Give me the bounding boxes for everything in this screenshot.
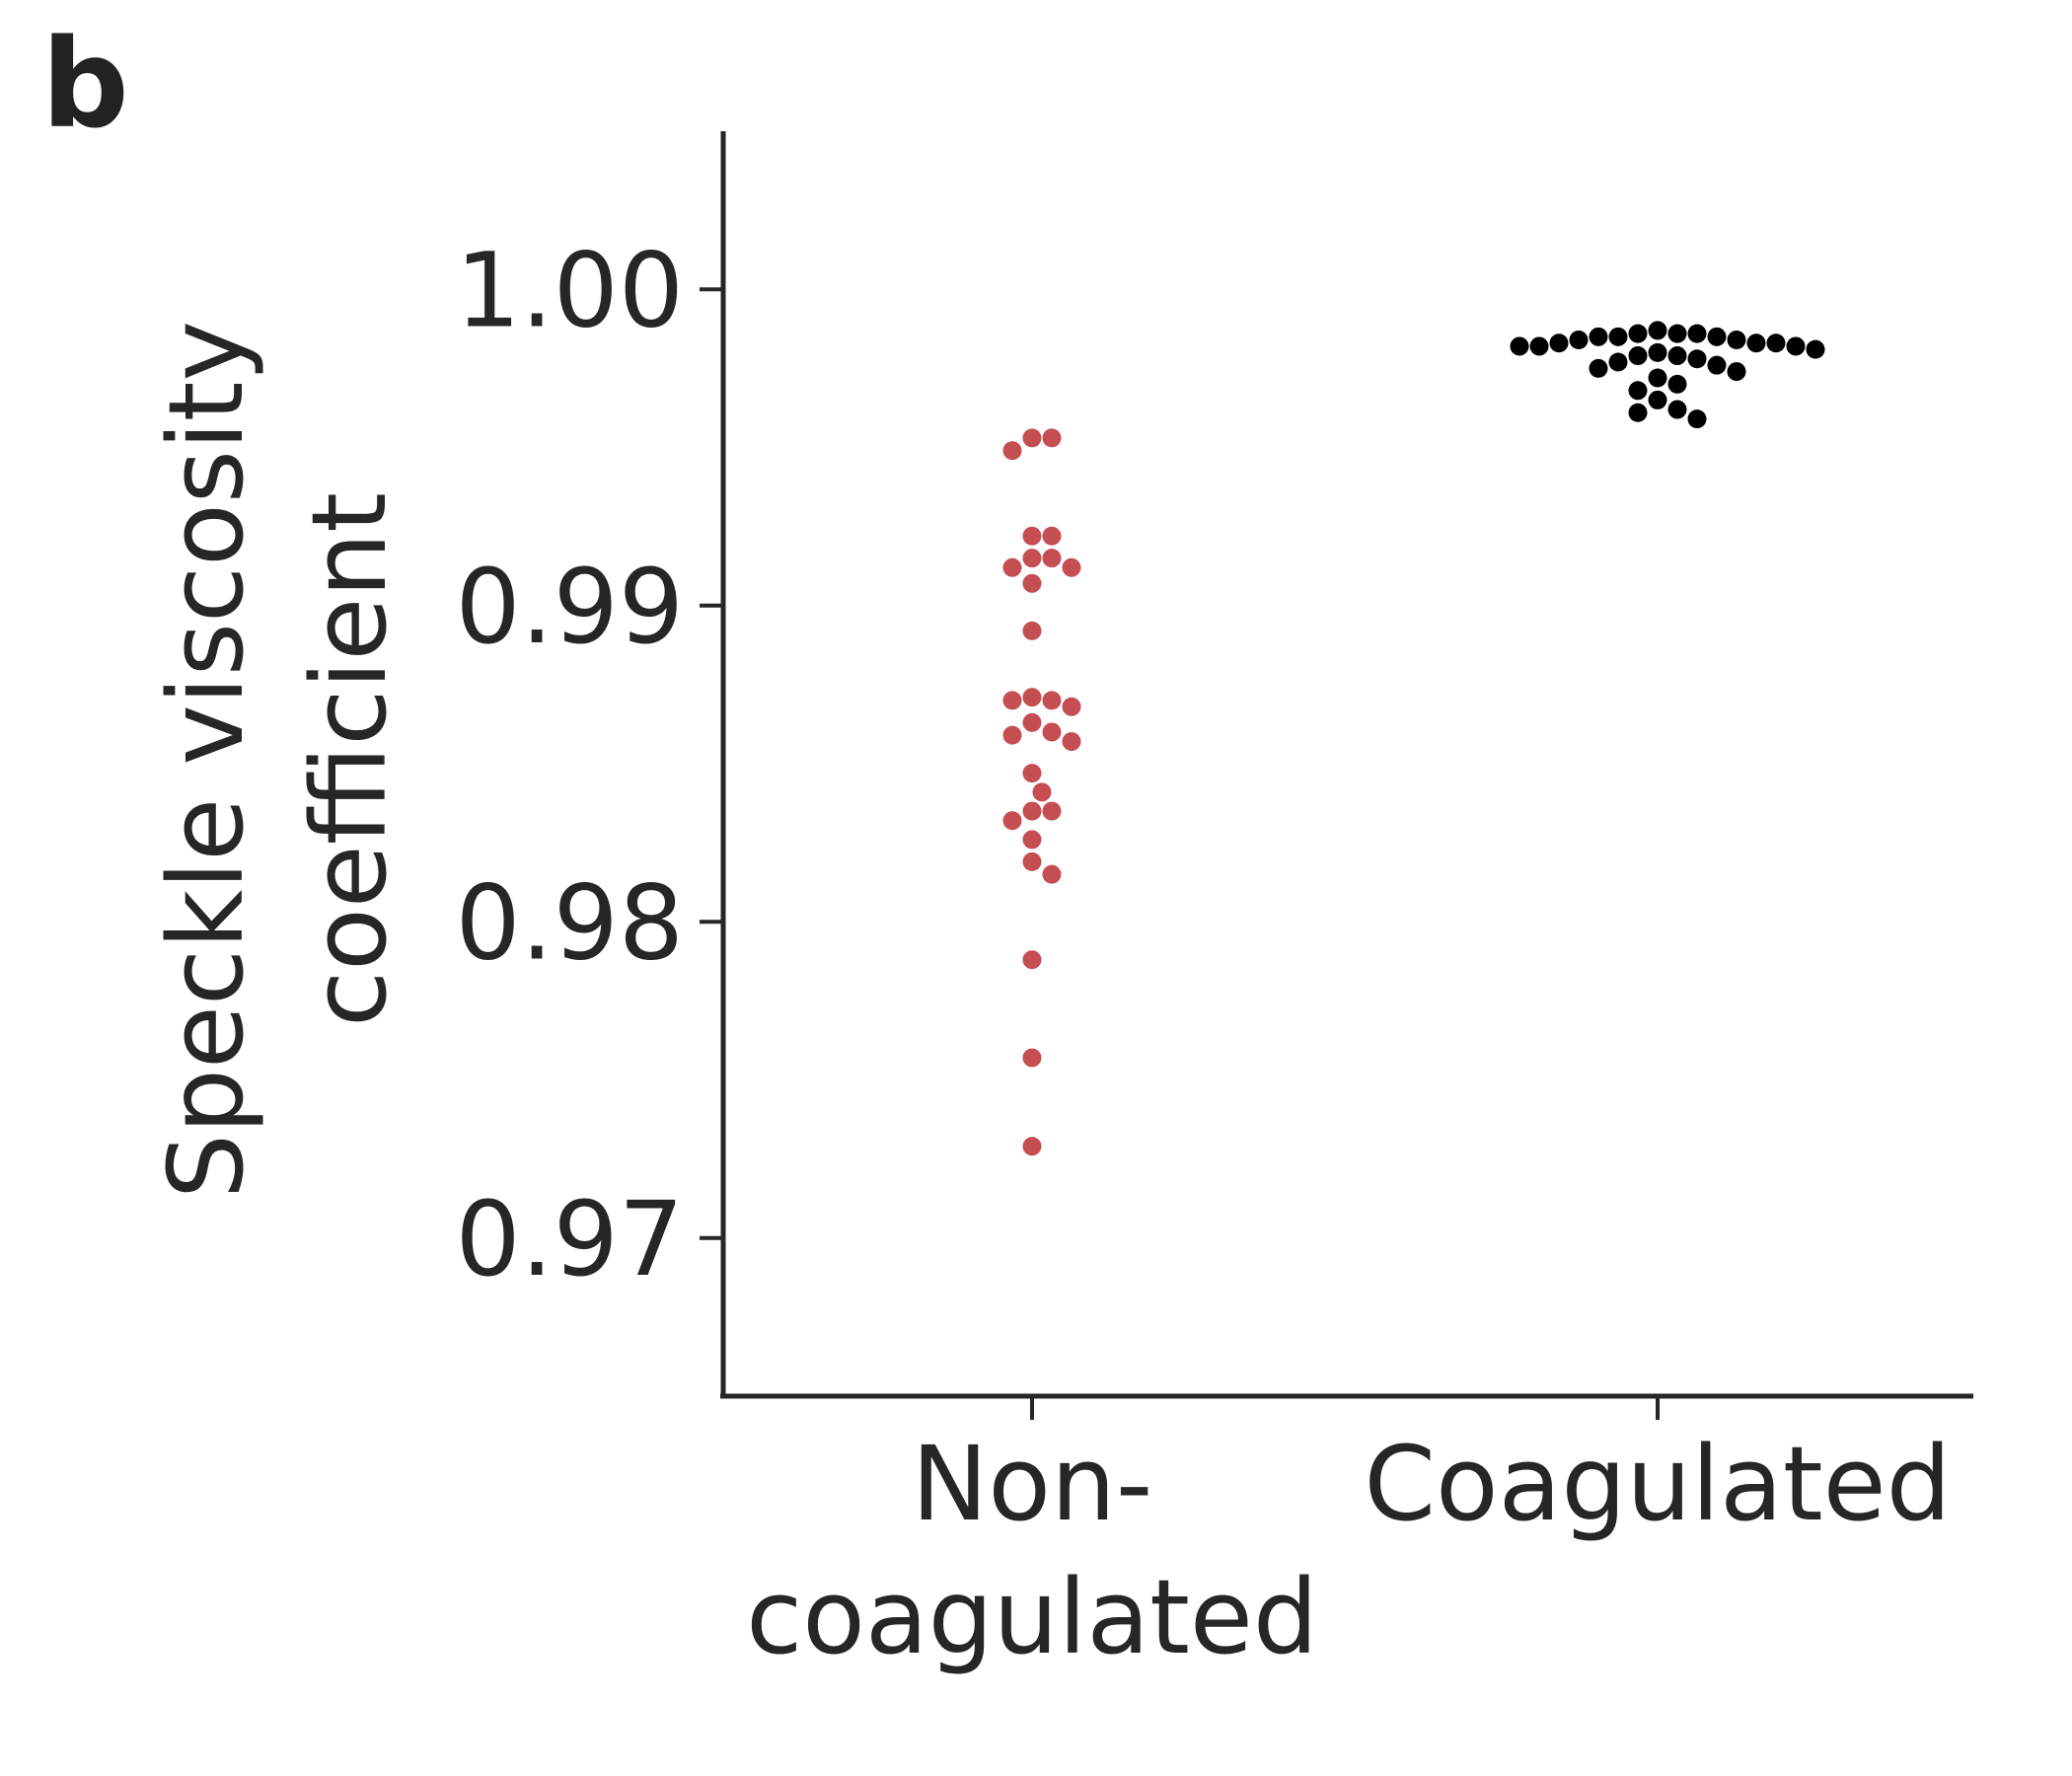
data-point-coagulated (1786, 336, 1806, 356)
data-point-non-coagulated (1022, 851, 1042, 871)
data-point-non-coagulated (1032, 782, 1052, 802)
data-point-coagulated (1628, 324, 1648, 343)
y-tick-label: 0.97 (455, 1179, 684, 1299)
data-point-coagulated (1667, 346, 1687, 366)
y-tick-label: 1.00 (455, 230, 684, 350)
data-points (1002, 321, 1825, 1156)
data-point-coagulated (1529, 336, 1549, 356)
data-point-coagulated (1608, 352, 1628, 372)
data-point-coagulated (1727, 331, 1746, 350)
data-point-coagulated (1648, 342, 1667, 362)
data-point-non-coagulated (1062, 732, 1081, 752)
data-point-coagulated (1727, 362, 1746, 382)
data-point-non-coagulated (1022, 428, 1042, 448)
x-tick-label: coagulated (746, 1557, 1318, 1677)
y-ticks: 0.97 0.98 0.99 1.00 (455, 230, 723, 1299)
data-point-non-coagulated (1002, 811, 1022, 831)
data-point-coagulated (1628, 403, 1648, 422)
data-point-non-coagulated (1022, 1137, 1042, 1156)
data-point-non-coagulated (1022, 549, 1042, 568)
data-point-non-coagulated (1002, 441, 1022, 461)
data-point-coagulated (1589, 358, 1608, 378)
data-point-coagulated (1707, 327, 1727, 346)
data-point-non-coagulated (1042, 691, 1062, 710)
data-point-non-coagulated (1022, 526, 1042, 546)
data-point-non-coagulated (1002, 691, 1022, 710)
data-point-coagulated (1687, 324, 1707, 343)
data-point-non-coagulated (1022, 830, 1042, 850)
data-point-non-coagulated (1022, 621, 1042, 640)
data-point-non-coagulated (1002, 725, 1022, 745)
data-point-non-coagulated (1022, 950, 1042, 970)
data-point-coagulated (1667, 400, 1687, 419)
data-point-coagulated (1667, 324, 1687, 343)
x-tick-label: Non- (912, 1424, 1153, 1544)
y-tick-label: 0.99 (455, 547, 684, 667)
data-point-coagulated (1667, 374, 1687, 394)
data-point-non-coagulated (1022, 1048, 1042, 1068)
data-point-non-coagulated (1042, 801, 1062, 821)
data-point-non-coagulated (1062, 557, 1081, 577)
y-tick-label: 0.98 (455, 862, 684, 983)
data-point-coagulated (1628, 346, 1648, 366)
data-point-non-coagulated (1042, 549, 1062, 568)
data-point-coagulated (1569, 331, 1589, 350)
data-point-non-coagulated (1042, 526, 1062, 546)
panel-label: b (41, 14, 129, 156)
data-point-non-coagulated (1042, 864, 1062, 884)
data-point-non-coagulated (1022, 712, 1042, 732)
y-axis-title-line-1: Speckle viscosity (146, 321, 266, 1199)
x-tick-label: Coagulated (1364, 1424, 1951, 1544)
data-point-coagulated (1806, 339, 1825, 359)
data-point-coagulated (1510, 336, 1529, 356)
data-point-coagulated (1687, 409, 1707, 429)
data-point-coagulated (1648, 368, 1667, 388)
data-point-non-coagulated (1062, 697, 1081, 716)
data-point-coagulated (1707, 355, 1727, 375)
data-point-coagulated (1687, 349, 1707, 369)
data-point-non-coagulated (1022, 801, 1042, 821)
x-ticks: Non-coagulated Coagulated (746, 1396, 1952, 1677)
data-point-coagulated (1766, 333, 1786, 353)
data-point-coagulated (1648, 390, 1667, 409)
data-point-coagulated (1608, 327, 1628, 346)
data-point-coagulated (1648, 321, 1667, 340)
data-point-non-coagulated (1042, 722, 1062, 742)
data-point-coagulated (1628, 381, 1648, 401)
y-axis-title: Speckle viscosity coefficient (146, 321, 409, 1199)
data-point-non-coagulated (1022, 573, 1042, 593)
data-point-non-coagulated (1022, 764, 1042, 783)
y-axis-title-line-2: coefficient (289, 492, 409, 1027)
data-point-coagulated (1549, 333, 1569, 353)
data-point-non-coagulated (1022, 688, 1042, 707)
data-point-coagulated (1589, 327, 1608, 346)
data-point-coagulated (1746, 333, 1766, 353)
data-point-non-coagulated (1002, 557, 1022, 577)
data-point-non-coagulated (1042, 428, 1062, 448)
